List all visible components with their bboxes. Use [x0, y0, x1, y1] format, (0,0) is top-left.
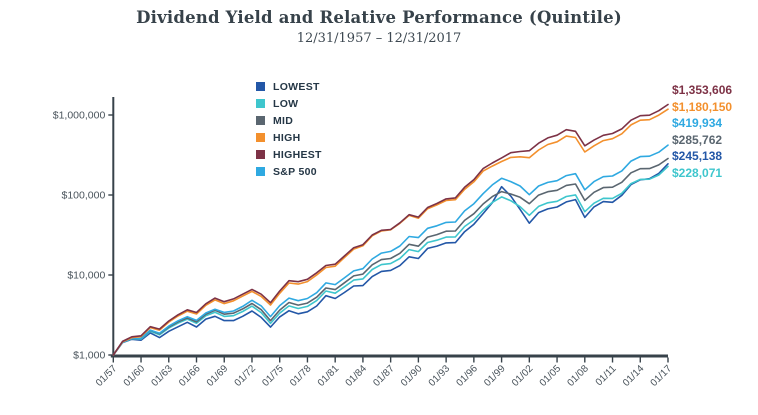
- legend-label: HIGHEST: [273, 148, 322, 161]
- y-tick-label: $1,000,000: [53, 110, 106, 122]
- legend-label: LOW: [273, 97, 299, 110]
- y-tick-label: $100,000: [62, 190, 106, 202]
- legend-label: S&P 500: [273, 165, 317, 178]
- x-tick-label: 01/78: [288, 363, 314, 389]
- legend-swatch-icon: [256, 167, 265, 176]
- x-tick-label: 01/02: [510, 363, 536, 389]
- end-value-highest: $1,353,606: [672, 83, 733, 97]
- x-tick-label: 01/11: [594, 363, 619, 388]
- series-line-lowest: [112, 163, 669, 356]
- legend-swatch-icon: [256, 150, 265, 159]
- end-value-s-p-500: $419,934: [672, 116, 723, 130]
- legend-swatch-icon: [256, 82, 265, 91]
- x-tick-label: 01/96: [454, 363, 480, 389]
- x-tick-label: 01/57: [94, 363, 120, 389]
- x-tick-label: 01/87: [371, 363, 397, 389]
- title-block: Dividend Yield and Relative Performance …: [0, 8, 758, 46]
- legend-item-low: LOW: [256, 95, 322, 112]
- y-tick-label: $1,000: [73, 350, 105, 362]
- series-line-mid: [112, 157, 669, 356]
- legend-item-lowest: LOWEST: [256, 78, 322, 95]
- ending-value-labels: $1,353,606 $1,180,150 $419,934 $285,762 $245…: [672, 82, 732, 181]
- end-value-low: $228,071: [672, 165, 723, 180]
- x-tick-label: 01/99: [482, 363, 508, 389]
- end-value-mid: $285,762: [672, 132, 723, 147]
- x-tick-label: 01/72: [233, 363, 259, 389]
- x-tick-label: 01/84: [344, 363, 370, 389]
- x-tick-label: 01/17: [649, 363, 675, 389]
- legend-swatch-icon: [256, 116, 265, 125]
- x-tick-label: 01/66: [177, 363, 203, 389]
- x-tick-label: 01/14: [621, 363, 647, 389]
- x-tick-label: 01/63: [149, 363, 175, 389]
- legend-item-mid: MID: [256, 112, 322, 129]
- legend-swatch-icon: [256, 133, 265, 142]
- x-tick-label: 01/81: [316, 363, 342, 389]
- chart-subtitle: 12/31/1957 – 12/31/2017: [296, 31, 462, 46]
- chart-title: Dividend Yield and Relative Performance …: [136, 8, 622, 27]
- legend-item-high: HIGH: [256, 129, 322, 146]
- x-tick-label: 01/08: [565, 363, 591, 389]
- series-line-highest: [112, 103, 669, 356]
- series-line-low: [112, 165, 669, 356]
- y-tick-label: $10,000: [67, 270, 105, 282]
- chart-legend: LOWEST LOW MID HIGH HIGHEST S&P 500: [256, 78, 322, 180]
- end-value-high: $1,180,150: [672, 99, 733, 114]
- legend-label: LOWEST: [273, 80, 320, 93]
- x-tick-label: 01/69: [205, 363, 231, 389]
- x-tick-label: 01/60: [122, 363, 148, 389]
- x-tick-label: 01/75: [260, 363, 286, 389]
- end-value-lowest: $245,138: [672, 149, 723, 163]
- legend-label: MID: [273, 114, 294, 127]
- legend-swatch-icon: [256, 99, 265, 108]
- x-tick-label: 01/05: [538, 363, 564, 389]
- legend-label: HIGH: [273, 131, 301, 144]
- legend-item-s-p-500: S&P 500: [256, 163, 322, 180]
- series-line-s-p-500: [112, 144, 669, 356]
- x-tick-label: 01/90: [399, 363, 425, 389]
- x-tick-label: 01/93: [427, 363, 453, 389]
- legend-item-highest: HIGHEST: [256, 146, 322, 163]
